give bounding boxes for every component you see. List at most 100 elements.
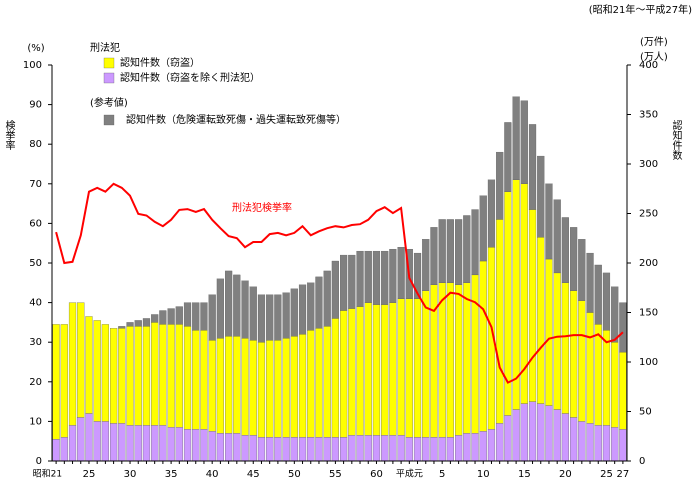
y-tick-label: 30 [29, 337, 42, 348]
y2-tick-label: 300 [639, 159, 658, 170]
bar-segment [446, 219, 454, 283]
bar-segment [290, 437, 298, 462]
bar-segment [340, 437, 348, 462]
y2-tick-label: 100 [639, 357, 658, 368]
bar-segment [159, 324, 167, 426]
bar-segment [225, 270, 233, 337]
bar-segment [471, 209, 479, 276]
bar-segment [446, 437, 454, 462]
bar-segment [282, 437, 290, 462]
bar-segment [249, 340, 257, 436]
x-tick-label: 平成元 [396, 468, 423, 480]
y2-tick-label: 200 [639, 258, 658, 269]
bar-segment [340, 254, 348, 311]
x-tick-label: 15 [518, 469, 531, 480]
bar-segment [200, 302, 208, 331]
bar-segment [504, 415, 512, 462]
bar-segment [455, 435, 463, 462]
bar-segment [175, 427, 183, 462]
bar-segment [561, 282, 569, 414]
bar-segment [266, 294, 274, 341]
y-tick-label: 80 [29, 139, 42, 150]
y-tick-label: 50 [29, 258, 42, 269]
bar-segment [118, 423, 126, 462]
bar-segment [167, 308, 175, 325]
bar-segment [266, 340, 274, 438]
x-tick-label: 10 [477, 469, 490, 480]
bar-segment [561, 413, 569, 462]
bar-segment [282, 338, 290, 438]
bar-segment [422, 437, 430, 462]
y-tick-label: 10 [29, 416, 42, 427]
bar-segment [298, 334, 307, 438]
bar-segment [348, 308, 356, 436]
bar-segment [611, 286, 619, 343]
x-tick-label: 60 [370, 469, 383, 480]
bar-segment [249, 286, 257, 341]
y-axis-title: 検挙率 [3, 119, 15, 151]
legend-heading: (参考値) [90, 96, 128, 109]
bar-segment [397, 247, 405, 299]
bar-segment [249, 435, 257, 462]
bar-segment [602, 425, 611, 462]
bar-segment [126, 326, 134, 426]
bar-segment [372, 304, 381, 436]
bar-segment [93, 320, 101, 422]
bar-segment [274, 294, 282, 341]
x-tick-label: 40 [206, 469, 219, 480]
bar-segment [389, 302, 397, 436]
x-tick-label: 50 [288, 469, 301, 480]
bar-segment [208, 294, 216, 341]
bar-segment [85, 316, 93, 414]
bar-segment [151, 322, 159, 426]
y-tick-label: 20 [29, 377, 42, 388]
bar-segment [528, 124, 537, 210]
bar-segment [586, 312, 594, 424]
y2-tick-label: 0 [639, 456, 645, 467]
bar-segment [381, 250, 389, 305]
bar-segment [298, 437, 307, 462]
bar-segment [257, 342, 266, 438]
y2-axis-title: 認知件数 [670, 119, 682, 161]
bar-segment [348, 254, 356, 309]
y-tick-label: 100 [23, 60, 42, 71]
bar-segment [290, 336, 298, 438]
bar-segment [413, 252, 422, 299]
bar-segment [594, 324, 602, 426]
bar-segment [405, 437, 413, 462]
legend-label: 認知件数（危険運転致死傷・過失運転致死傷等） [126, 113, 346, 126]
bar-segment [348, 435, 356, 462]
x-tick-label: 55 [329, 469, 342, 480]
y2-unit: (万人) [640, 51, 668, 63]
bar-segment [101, 324, 109, 422]
bar-segment [397, 435, 405, 462]
bar-segment [315, 328, 323, 438]
legend-label: 認知件数（窃盗を除く刑法犯） [120, 71, 260, 84]
legend-swatch [103, 114, 115, 126]
bar-segment [356, 306, 364, 436]
x-tick-label: 20 [559, 469, 572, 480]
bar-segment [282, 292, 290, 339]
bar-segment [413, 437, 422, 462]
bar-segment [266, 437, 274, 462]
bar-segment [192, 330, 200, 430]
bar-segment [463, 282, 471, 434]
bar-segment [496, 151, 504, 220]
bar-segment [159, 425, 167, 462]
bar-segment [356, 435, 364, 462]
bar-segment [241, 280, 249, 339]
bar-segment [151, 425, 159, 462]
bar-segment [570, 417, 578, 462]
bar-segment [397, 298, 405, 436]
bar-segment [553, 409, 561, 462]
bar-segment [602, 330, 611, 426]
bar-segment [274, 437, 282, 462]
y2-unit: (万件) [640, 36, 668, 48]
bar-segment [315, 276, 323, 329]
bar-segment [257, 294, 266, 343]
bar-segment [520, 100, 528, 184]
bar-segment [290, 288, 298, 337]
bar-segment [422, 239, 430, 291]
bar-segment [77, 417, 85, 462]
bar-segment [175, 306, 183, 325]
